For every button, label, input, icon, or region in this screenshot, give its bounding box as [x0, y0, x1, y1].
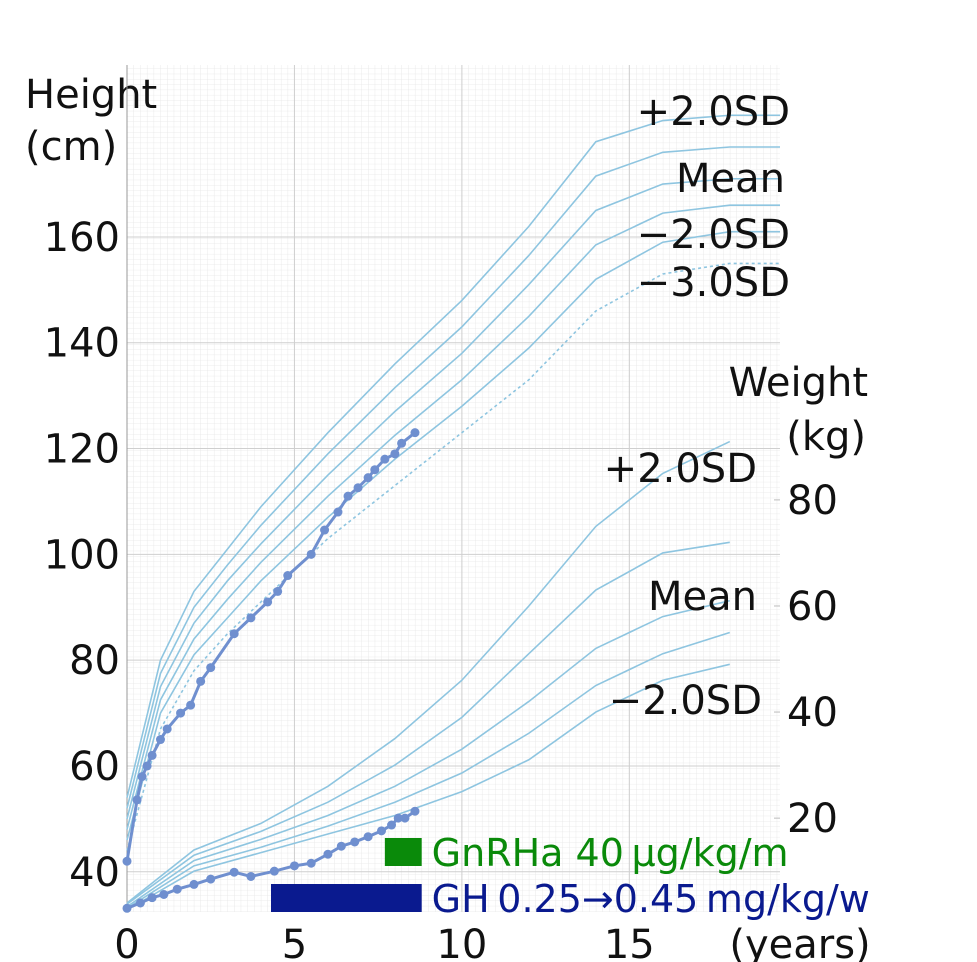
data-point: [147, 893, 157, 903]
data-point: [142, 761, 152, 771]
y-tick-label: 60: [69, 744, 120, 790]
y2-tick-label: 40: [787, 690, 838, 736]
y2-tick-label: 20: [787, 796, 838, 842]
data-point: [350, 837, 360, 847]
data-point: [390, 449, 400, 459]
data-point: [269, 866, 279, 876]
treatment-label: GnRHa 40 μg/kg/m: [432, 831, 789, 875]
data-point: [343, 491, 353, 501]
data-point: [306, 549, 316, 559]
data-point: [289, 861, 299, 871]
y-tick-label: 160: [44, 215, 120, 261]
data-point: [263, 597, 273, 607]
data-point: [283, 571, 293, 581]
y-tick-label: 140: [44, 321, 120, 367]
data-point: [397, 438, 407, 448]
curve-label: +2.0SD: [604, 446, 757, 492]
treatment-bar: [270, 884, 422, 912]
treatment-label: GH 0.25→0.45 mg/kg/w: [432, 877, 870, 921]
reference-curve: [126, 204, 780, 830]
data-point: [172, 884, 182, 894]
data-point: [380, 454, 390, 464]
reference-curve: [126, 230, 780, 841]
reference-curve: [126, 146, 780, 809]
data-point: [147, 750, 157, 760]
data-point: [306, 858, 316, 868]
data-point: [393, 813, 403, 823]
data-point: [135, 898, 145, 908]
reference-curve: [126, 262, 780, 851]
plot-background: [127, 65, 780, 912]
curve-label: −3.0SD: [637, 260, 790, 306]
y2-tick-label: 80: [787, 478, 838, 524]
data-point: [387, 820, 397, 830]
data-point: [162, 724, 172, 734]
data-point: [400, 813, 410, 823]
data-point: [229, 629, 239, 639]
y-axis-title: Height: [25, 72, 157, 118]
curve-label: −2.0SD: [609, 678, 762, 724]
data-point: [189, 879, 199, 889]
reference-curve: [126, 114, 780, 798]
data-point: [363, 473, 373, 483]
y-tick-label: 120: [44, 427, 120, 473]
data-point: [206, 663, 216, 673]
data-point: [176, 708, 186, 718]
data-point: [370, 465, 380, 475]
y2-axis-title: (kg): [786, 414, 866, 460]
data-point: [246, 613, 256, 623]
data-point: [246, 871, 256, 881]
reference-curve: [126, 663, 730, 911]
data-point: [273, 586, 283, 596]
data-point: [333, 507, 343, 517]
data-point: [137, 772, 147, 782]
data-point: [196, 676, 206, 686]
reference-curve: [126, 177, 780, 820]
data-point: [410, 428, 420, 438]
x-axis-title: (years): [729, 922, 870, 962]
reference-curve: [126, 541, 730, 905]
data-point: [206, 874, 216, 884]
x-tick-label: 0: [114, 922, 139, 962]
data-point: [410, 806, 420, 816]
data-point: [122, 856, 132, 866]
data-point: [229, 867, 239, 877]
x-tick-label: 10: [436, 922, 487, 962]
x-tick-label: 5: [282, 922, 307, 962]
reference-curve: [126, 631, 731, 909]
data-point: [159, 889, 169, 899]
data-point: [186, 700, 196, 710]
curve-label: −2.0SD: [637, 212, 790, 258]
data-point: [122, 903, 132, 913]
y-axis-title: (cm): [25, 124, 117, 170]
y-tick-label: 40: [69, 850, 120, 896]
curve-label: Mean: [676, 156, 785, 202]
treatment-bar: [384, 838, 422, 866]
data-point: [155, 735, 165, 745]
data-point: [336, 841, 346, 851]
y2-tick-label: 60: [787, 584, 838, 630]
data-point: [323, 849, 333, 859]
y-tick-label: 100: [44, 532, 120, 578]
curve-label: Mean: [648, 574, 757, 620]
y2-axis-title: Weight: [729, 360, 868, 406]
data-point: [363, 832, 373, 842]
reference-curve: [126, 440, 731, 904]
data-point: [132, 795, 142, 805]
x-tick-label: 15: [604, 922, 655, 962]
data-point: [353, 483, 363, 493]
y-tick-label: 80: [69, 638, 120, 684]
data-point: [320, 525, 330, 535]
curve-label: +2.0SD: [637, 89, 790, 135]
data-point: [377, 826, 387, 836]
reference-curve: [126, 599, 730, 908]
